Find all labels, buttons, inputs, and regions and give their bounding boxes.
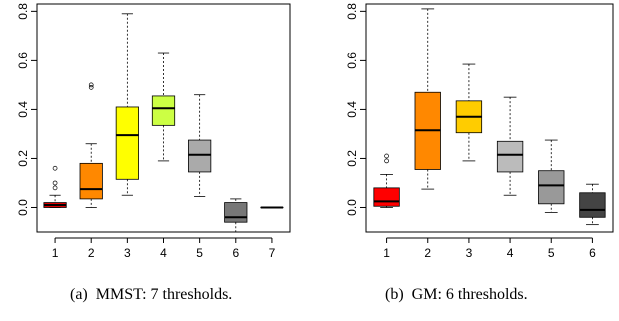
caption-a: (a) MMST: 7 thresholds. (70, 286, 233, 303)
outlier-point (52, 165, 58, 171)
box-4 (496, 96, 524, 196)
plot-frame (365, 3, 614, 233)
x-tick-label: 3 (124, 246, 131, 260)
x-tick-label: 6 (232, 246, 239, 260)
panel-b: 0.0 0.2 0.4 0.6 0.8 1 2 3 4 5 6 (345, 3, 614, 260)
x-tick-label: 5 (196, 246, 203, 260)
box-5 (188, 94, 212, 197)
caption-b: (b) GM: 6 thresholds. (385, 286, 528, 303)
outlier-point (88, 85, 94, 90)
y-tick-label: 0.6 (16, 52, 30, 69)
x-tick-label: 5 (548, 246, 555, 260)
x-tick-label: 4 (160, 246, 167, 260)
box-1 (373, 153, 400, 208)
y-tick-label: 0.4 (345, 101, 359, 118)
outlier-point (384, 153, 389, 159)
x-tick-label: 2 (88, 246, 95, 260)
plot-frame (36, 3, 291, 233)
box-2 (414, 8, 441, 190)
box-iqr (79, 162, 103, 200)
box-iqr (373, 187, 400, 207)
box-iqr (115, 106, 139, 180)
box-6 (579, 183, 606, 226)
y-tick-label: 0.0 (16, 199, 30, 216)
box-iqr (188, 139, 212, 173)
x-tick-label: 1 (52, 246, 59, 260)
box-3 (455, 63, 483, 162)
y-tick-label: 0.4 (16, 101, 30, 118)
box-3 (115, 13, 139, 196)
box-iqr (538, 170, 565, 205)
outlier-point (52, 180, 58, 186)
y-tick-label: 0.8 (345, 3, 359, 20)
y-tick-label: 0.6 (345, 52, 359, 69)
box-4 (151, 52, 176, 162)
box-6 (224, 198, 248, 233)
panel-a: 0.0 0.2 0.4 0.6 0.8 1 2 3 4 5 6 7 (16, 3, 291, 260)
box-iqr (579, 192, 606, 218)
x-tick-label: 1 (383, 246, 390, 260)
box-iqr (496, 140, 524, 173)
outlier-point (88, 82, 94, 88)
box-iqr (224, 202, 248, 223)
y-tick-label: 0.2 (16, 150, 30, 167)
y-tick-label: 0.8 (16, 3, 30, 20)
outlier-point (52, 185, 58, 191)
y-tick-label: 0.2 (345, 150, 359, 167)
box-5 (538, 139, 565, 213)
x-tick-label: 2 (424, 246, 431, 260)
x-tick-label: 4 (507, 246, 514, 260)
x-tick-label: 3 (466, 246, 473, 260)
x-tick-label: 6 (589, 246, 596, 260)
outlier-point (384, 158, 389, 164)
figure: 0.0 0.2 0.4 0.6 0.8 1 2 3 4 5 6 7 0.0 0.2 0.4 0.6 0.8 1 2… (16, 3, 614, 260)
x-tick-label: 7 (269, 246, 276, 260)
box-2 (79, 82, 103, 208)
box-1 (43, 165, 67, 208)
box-iqr (151, 95, 176, 126)
y-tick-label: 0.0 (345, 199, 359, 216)
